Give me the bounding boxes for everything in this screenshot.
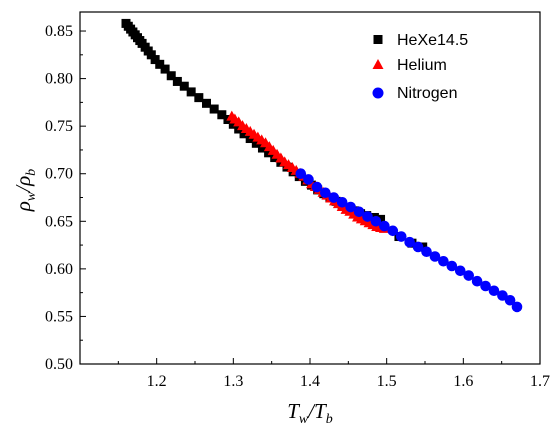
y-tick-label-7: 0.85 bbox=[45, 23, 73, 40]
y-tick-label-0: 0.50 bbox=[45, 356, 73, 373]
legend-marker-helium bbox=[372, 59, 384, 69]
data-point-0-18 bbox=[194, 93, 204, 103]
data-point-2-23 bbox=[488, 285, 500, 297]
data-point-0-17 bbox=[186, 87, 196, 97]
legend-label-nitrogen: Nitrogen bbox=[397, 85, 457, 102]
x-axis-title-sep: / bbox=[307, 399, 316, 423]
data-point-0-21 bbox=[217, 110, 227, 120]
y-tick-label-3: 0.65 bbox=[45, 213, 73, 230]
legend: HeXe14.5 Helium Nitrogen bbox=[372, 32, 468, 102]
data-point-2-21 bbox=[471, 275, 483, 287]
data-point-0-16 bbox=[179, 81, 189, 91]
data-point-2-22 bbox=[480, 280, 491, 292]
data-point-0-28 bbox=[257, 143, 267, 153]
y-axis-title-main: ρ bbox=[11, 201, 35, 212]
x-tick-label-4: 1.6 bbox=[453, 373, 473, 390]
y-tick-label-2: 0.60 bbox=[45, 261, 73, 278]
legend-label-hexe: HeXe14.5 bbox=[397, 32, 468, 49]
data-point-2-11 bbox=[387, 225, 399, 237]
x-axis-title-sub: w bbox=[299, 412, 309, 427]
y-axis-title: ρw/ρb bbox=[11, 169, 39, 212]
data-point-2-25 bbox=[504, 294, 516, 306]
data-point-2-14 bbox=[412, 241, 424, 253]
x-tick-label-2: 1.4 bbox=[300, 373, 320, 390]
data-point-0-19 bbox=[202, 98, 211, 108]
data-point-2-12 bbox=[395, 231, 407, 242]
x-axis-title-main: T bbox=[287, 399, 300, 423]
x-tick-label-0: 1.2 bbox=[147, 373, 167, 390]
y-axis-title-sub2: b bbox=[24, 169, 39, 176]
data-point-0-11 bbox=[150, 55, 160, 65]
x-axis-title-main2: T bbox=[314, 399, 327, 423]
series-0 bbox=[121, 18, 428, 252]
data-point-2-5 bbox=[336, 196, 348, 208]
data-point-2-26 bbox=[511, 301, 523, 313]
data-point-2-13 bbox=[404, 236, 415, 248]
y-tick-label-6: 0.80 bbox=[45, 71, 73, 88]
data-point-2-2 bbox=[311, 181, 323, 193]
data-point-0-13 bbox=[160, 64, 170, 74]
data-point-0-23 bbox=[228, 119, 238, 129]
data-point-2-10 bbox=[379, 220, 390, 232]
x-tick-label-3: 1.5 bbox=[377, 373, 397, 390]
data-point-2-17 bbox=[438, 255, 449, 267]
data-point-2-4 bbox=[328, 192, 340, 203]
data-point-0-25 bbox=[239, 129, 249, 139]
x-axis-title-sub2: b bbox=[326, 412, 333, 427]
x-tick-label-1: 1.3 bbox=[223, 373, 243, 390]
data-point-2-20 bbox=[463, 270, 475, 281]
y-tick-label-1: 0.55 bbox=[45, 308, 73, 325]
data-point-0-14 bbox=[166, 71, 176, 81]
data-point-2-15 bbox=[421, 246, 432, 258]
data-point-2-3 bbox=[320, 187, 331, 199]
data-point-2-1 bbox=[303, 174, 314, 185]
data-point-2-18 bbox=[446, 260, 458, 272]
x-axis-title: Tw/Tb bbox=[287, 399, 333, 427]
data-point-0-12 bbox=[155, 59, 165, 69]
data-point-2-6 bbox=[345, 201, 356, 213]
series-2 bbox=[295, 168, 523, 313]
data-point-0-10 bbox=[146, 50, 156, 60]
data-points bbox=[121, 18, 523, 313]
legend-label-helium: Helium bbox=[397, 57, 447, 74]
legend-marker-nitrogen bbox=[372, 87, 384, 99]
y-axis-title-sep: / bbox=[11, 184, 35, 193]
y-axis-title-sub: w bbox=[24, 191, 39, 201]
axis-ticks bbox=[80, 30, 541, 365]
data-point-2-16 bbox=[429, 251, 441, 262]
x-tick-label-5: 1.7 bbox=[530, 373, 550, 390]
data-point-0-29 bbox=[264, 148, 274, 158]
data-point-0-15 bbox=[172, 76, 182, 86]
data-point-2-8 bbox=[362, 211, 373, 222]
data-point-2-24 bbox=[497, 290, 508, 301]
legend-marker-hexe bbox=[373, 35, 383, 44]
data-point-0-27 bbox=[251, 138, 261, 148]
y-tick-label-5: 0.75 bbox=[45, 118, 73, 135]
y-axis-title-main2: ρ bbox=[11, 176, 35, 187]
data-point-2-0 bbox=[295, 168, 307, 180]
y-tick-label-4: 0.70 bbox=[45, 166, 73, 183]
data-point-2-9 bbox=[370, 215, 382, 227]
data-point-2-19 bbox=[454, 265, 466, 277]
axis-tick-labels: 1.2 1.3 1.4 1.5 1.6 1.7 0.50 0.55 0.60 0.65 0.70 0.… bbox=[45, 23, 550, 390]
data-point-0-20 bbox=[209, 104, 219, 114]
data-point-2-7 bbox=[353, 206, 365, 218]
